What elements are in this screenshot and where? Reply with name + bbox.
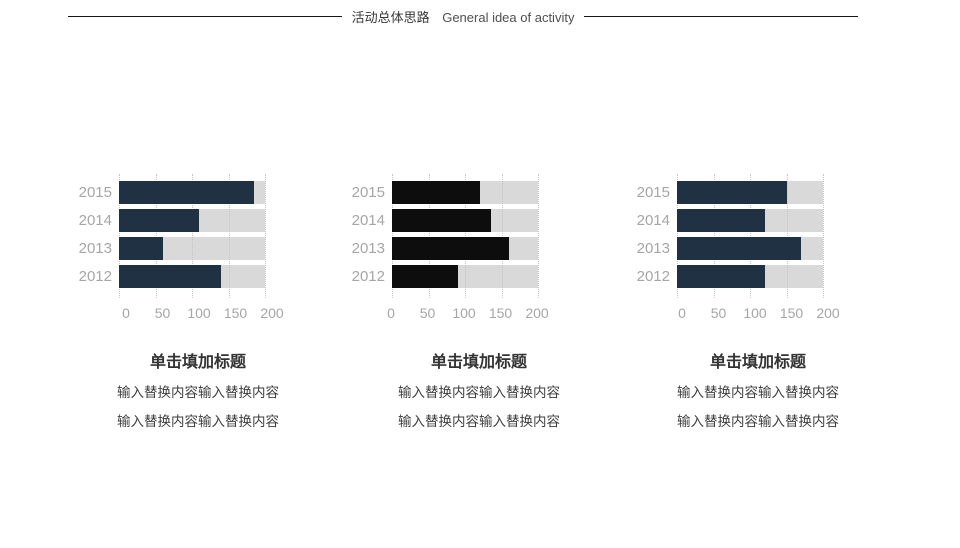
- bar-fill: [392, 265, 458, 288]
- bar-fill: [677, 181, 787, 204]
- bar-row: [119, 181, 265, 204]
- y-axis-label: 2012: [78, 268, 112, 285]
- y-axis-label: 2014: [351, 212, 385, 229]
- header-rule-right: [584, 15, 858, 17]
- y-axis-labels: 2015 2014 2013 2012: [633, 176, 677, 293]
- bar-row: [677, 209, 823, 232]
- chart-plot: [119, 174, 266, 298]
- bar-row: [119, 265, 265, 288]
- x-axis-row: 0 50 100 150 200: [678, 305, 840, 322]
- y-axis-label: 2015: [351, 184, 385, 201]
- bar-fill: [677, 209, 765, 232]
- y-axis-label: 2013: [78, 240, 112, 257]
- x-axis-tick-label: 0: [387, 305, 395, 321]
- x-axis-tick-label: 200: [525, 305, 549, 321]
- bar-fill: [677, 265, 765, 288]
- y-axis-label: 2013: [636, 240, 670, 257]
- x-axis-tick-label: 0: [122, 305, 130, 321]
- bar-row: [677, 265, 823, 288]
- x-axis-tick-label: 100: [187, 305, 211, 321]
- y-axis-label: 2015: [636, 184, 670, 201]
- x-axis-tick-label: 150: [488, 305, 513, 321]
- chart-caption: 单击填加标题 输入替换内容输入替换内容 输入替换内容输入替换内容: [349, 353, 609, 430]
- x-axis-tick-label: 200: [260, 305, 284, 321]
- page-title-en: General idea of activity: [442, 9, 575, 25]
- x-axis: 0 50 100 150 200: [678, 305, 840, 322]
- slide-header: 活动总体思路 General idea of activity: [68, 0, 858, 32]
- chart-caption-line: 输入替换内容输入替换内容: [398, 385, 560, 400]
- bars: [677, 181, 823, 288]
- bars: [392, 181, 538, 288]
- bar-chart: 2015 2014 2013 2012: [633, 174, 824, 298]
- x-axis-tick-label: 50: [710, 305, 727, 321]
- x-axis-tick-label: 100: [452, 305, 476, 321]
- chart-caption-line: 输入替换内容输入替换内容: [677, 414, 839, 429]
- x-axis-tick-label: 0: [678, 305, 686, 321]
- bar-fill: [119, 237, 163, 260]
- y-axis-labels: 2015 2014 2013 2012: [75, 176, 119, 293]
- page-title: 活动总体思路 General idea of activity: [352, 7, 575, 26]
- bar-row: [119, 209, 265, 232]
- bar-fill: [677, 237, 802, 260]
- chart-group: 2015 2014 2013 2012 0 50 100 150 200 单击填加标题 输入替…: [348, 174, 609, 443]
- bar-row: [119, 237, 265, 260]
- x-axis-tick-label: 100: [743, 305, 767, 321]
- bar-fill: [392, 209, 491, 232]
- y-axis-label: 2013: [351, 240, 385, 257]
- chart-caption-title: 单击填加标题: [430, 354, 527, 371]
- chart-wrap: 2015 2014 2013 2012 0 50 100 150 200: [75, 174, 284, 322]
- bar-fill: [119, 209, 200, 232]
- chart-caption: 单击填加标题 输入替换内容输入替换内容 输入替换内容输入替换内容: [68, 353, 328, 430]
- x-axis-tick-label: 50: [419, 305, 436, 321]
- bar-fill: [392, 237, 509, 260]
- y-axis-label: 2015: [78, 184, 112, 201]
- bar-row: [392, 265, 538, 288]
- y-axis-label: 2012: [351, 268, 385, 285]
- chart-plot: [392, 174, 539, 298]
- x-axis-tick-label: 50: [154, 305, 171, 321]
- chart-caption-line: 输入替换内容输入替换内容: [677, 385, 839, 400]
- bar-row: [392, 181, 538, 204]
- bar-chart: 2015 2014 2013 2012: [348, 174, 539, 298]
- x-axis-tick-label: 200: [816, 305, 840, 321]
- y-axis-label: 2012: [636, 268, 670, 285]
- x-axis: 0 50 100 150 200: [387, 305, 549, 322]
- y-axis-labels: 2015 2014 2013 2012: [348, 176, 392, 293]
- y-axis-label: 2014: [636, 212, 670, 229]
- bar-fill: [392, 181, 480, 204]
- chart-caption-line: 输入替换内容输入替换内容: [398, 414, 560, 429]
- chart-caption: 单击填加标题 输入替换内容输入替换内容 输入替换内容输入替换内容: [628, 353, 888, 430]
- bar-row: [677, 181, 823, 204]
- gridline: [265, 174, 266, 298]
- bar-chart: 2015 2014 2013 2012: [75, 174, 266, 298]
- x-axis-tick-label: 150: [223, 305, 248, 321]
- bar-row: [392, 237, 538, 260]
- chart-caption-title: 单击填加标题: [149, 354, 246, 371]
- chart-caption-title: 单击填加标题: [709, 354, 806, 371]
- gridline: [823, 174, 824, 298]
- x-axis-tick-label: 150: [779, 305, 804, 321]
- x-axis: 0 50 100 150 200: [122, 305, 284, 322]
- y-axis-label: 2014: [78, 212, 112, 229]
- bar-row: [677, 237, 823, 260]
- x-axis-row: 0 50 100 150 200: [387, 305, 549, 322]
- chart-caption-line: 输入替换内容输入替换内容: [117, 414, 279, 429]
- page-title-zh: 活动总体思路: [351, 9, 430, 25]
- chart-wrap: 2015 2014 2013 2012 0 50 100 150 200: [348, 174, 549, 322]
- x-axis-row: 0 50 100 150 200: [122, 305, 284, 322]
- gridline: [538, 174, 539, 298]
- chart-caption-line: 输入替换内容输入替换内容: [117, 385, 279, 400]
- chart-group: 2015 2014 2013 2012 0 50 100 150 200 单击填加标题 输入替…: [628, 174, 888, 443]
- header-rule-left: [68, 15, 342, 17]
- chart-plot: [677, 174, 824, 298]
- bar-fill: [119, 181, 255, 204]
- bar-row: [392, 209, 538, 232]
- chart-group: 2015 2014 2013 2012 0 50 100 150 200 单击填加标题 输入替…: [68, 174, 328, 443]
- bar-fill: [119, 265, 222, 288]
- chart-wrap: 2015 2014 2013 2012 0 50 100 150 200: [633, 174, 840, 322]
- bars: [119, 181, 265, 288]
